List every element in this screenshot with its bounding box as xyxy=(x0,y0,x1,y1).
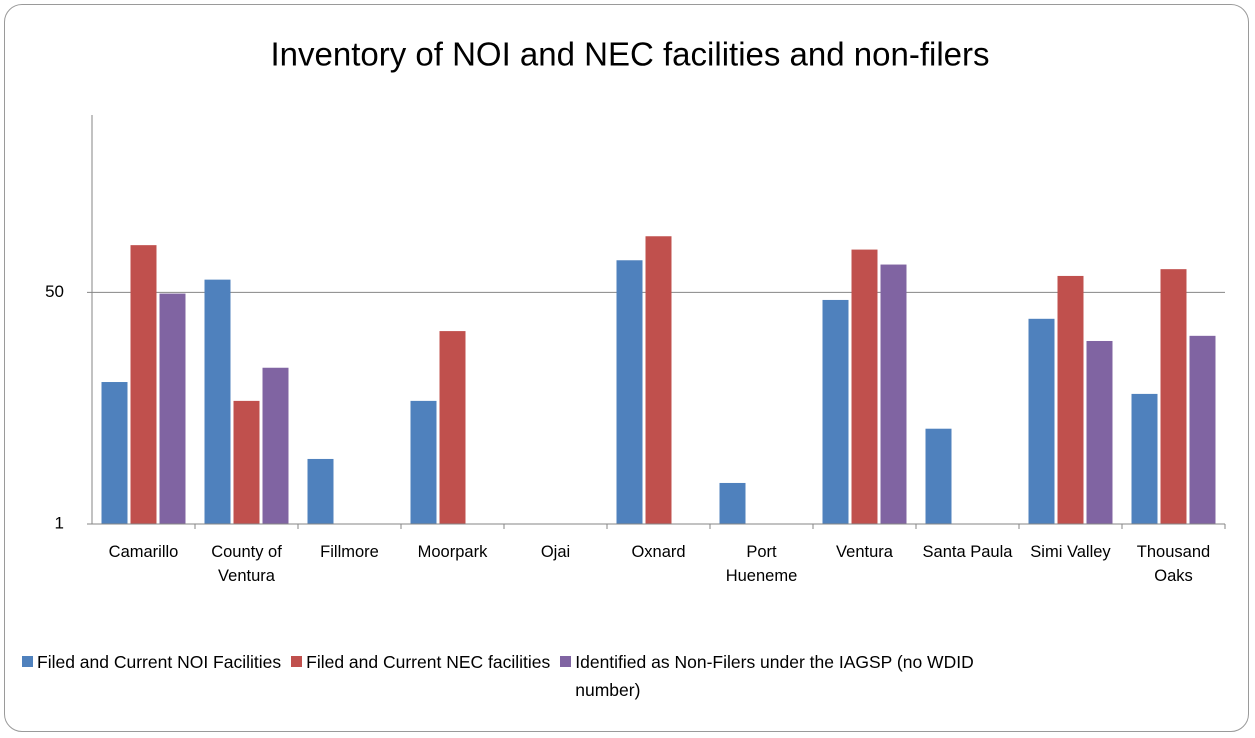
bar xyxy=(262,367,289,524)
x-tick-label-box: Ventura xyxy=(836,543,893,561)
bar xyxy=(1028,318,1055,524)
x-tick-label-box: Port Hueneme xyxy=(725,543,798,585)
x-tick-label-box: Simi Valley xyxy=(1030,543,1111,561)
bar xyxy=(616,260,643,524)
bar xyxy=(130,245,157,524)
x-tick-label-box: Camarillo xyxy=(108,543,179,561)
x-tick-label: Camarillo xyxy=(108,543,179,561)
bar xyxy=(925,428,952,524)
legend-item: Identified as Non-Filers under the IAGSP… xyxy=(560,648,975,704)
bar xyxy=(1189,335,1216,524)
bar xyxy=(410,400,437,524)
legend-swatch xyxy=(22,656,33,667)
x-tick-label: Simi Valley xyxy=(1030,543,1111,561)
legend-swatch xyxy=(560,656,572,667)
x-tick-label: Fillmore xyxy=(320,543,379,561)
x-tick-label-box: Fillmore xyxy=(320,543,379,561)
x-tick-label: Port Hueneme xyxy=(725,543,798,585)
bar xyxy=(719,482,746,524)
x-tick-label-box: Oxnard xyxy=(631,543,686,561)
chart-frame xyxy=(4,4,1249,732)
x-tick-label: Ojai xyxy=(540,543,571,561)
x-tick-label: Santa Paula xyxy=(922,543,1013,561)
legend: Filed and Current NOI Facilities Filed an… xyxy=(22,648,975,704)
y-tick-label: 50 xyxy=(45,282,64,301)
x-tick-label-box: Thousand Oaks xyxy=(1136,543,1211,585)
legend-label: Identified as Non-Filers under the IAGSP… xyxy=(575,652,974,700)
bar xyxy=(101,382,128,524)
x-tick-label-box: County of Ventura xyxy=(211,543,282,585)
x-tick-label: Moorpark xyxy=(417,543,488,561)
bar xyxy=(159,293,186,524)
legend-swatch xyxy=(291,656,303,667)
bar xyxy=(1057,275,1084,524)
x-tick-label: Oxnard xyxy=(631,543,686,561)
x-tick-label: Ventura xyxy=(836,543,893,561)
x-tick-label-box: Moorpark xyxy=(417,543,488,561)
bar xyxy=(307,458,334,524)
x-tick-label: County of Ventura xyxy=(211,543,282,585)
bar xyxy=(822,299,849,524)
legend-label: Filed and Current NEC facilities xyxy=(306,652,551,672)
bar xyxy=(439,331,466,524)
legend-label: Filed and Current NOI Facilities xyxy=(37,652,282,672)
bar xyxy=(1086,340,1113,524)
bar xyxy=(851,249,878,524)
x-tick-label-box: Santa Paula xyxy=(922,543,1013,561)
bar xyxy=(1131,393,1158,524)
x-tick-label: Thousand Oaks xyxy=(1136,543,1211,585)
bar xyxy=(880,264,907,524)
bar xyxy=(233,400,260,524)
bar xyxy=(204,279,231,524)
bar xyxy=(645,236,672,524)
x-tick-label-box: Ojai xyxy=(540,543,571,561)
y-tick-label: 1 xyxy=(55,513,64,532)
bar xyxy=(1160,269,1187,524)
chart-title: Inventory of NOI and NEC facilities and … xyxy=(271,36,990,73)
legend-item: Filed and Current NOI Facilities xyxy=(22,648,281,704)
legend-item: Filed and Current NEC facilities xyxy=(291,648,550,704)
